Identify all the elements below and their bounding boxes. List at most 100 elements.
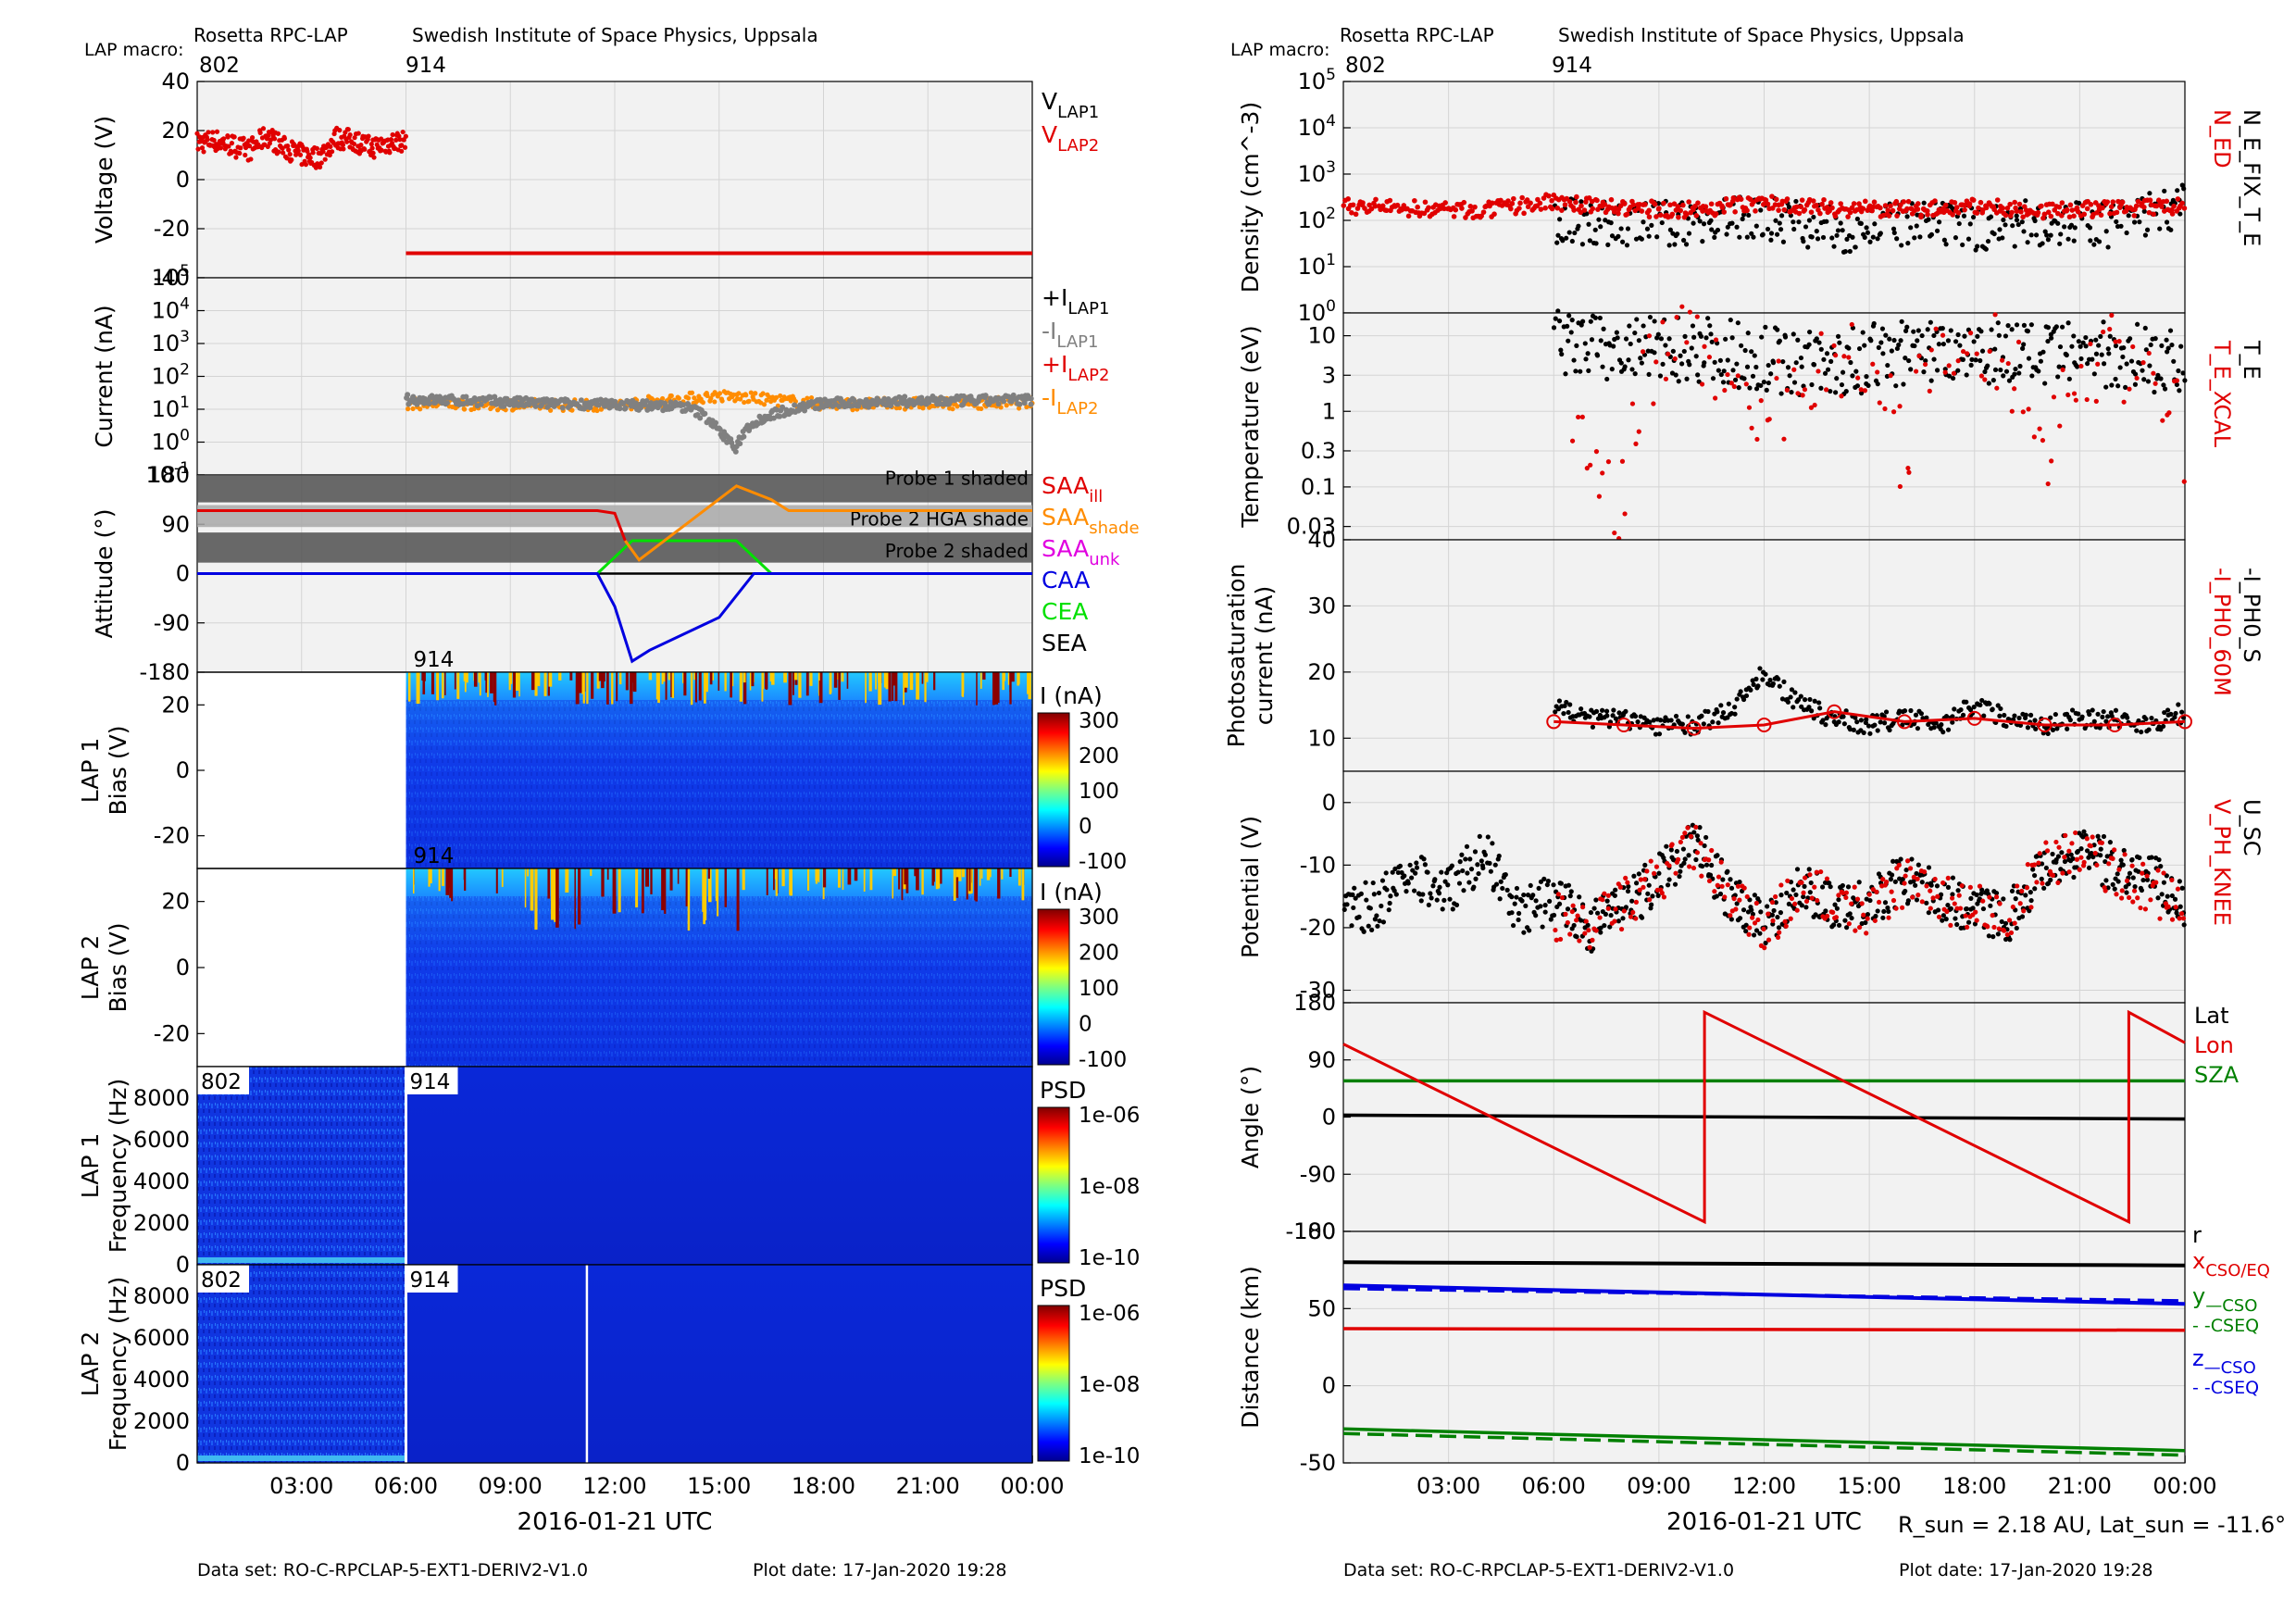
data-point: [2057, 423, 2063, 429]
data-point: [1624, 211, 1630, 218]
hot-streak: [527, 868, 530, 877]
y-tick-exp: 5: [1326, 66, 1336, 84]
data-point: [1915, 876, 1920, 881]
data-point: [1622, 511, 1628, 517]
data-point: [1654, 234, 1660, 240]
data-point: [1636, 338, 1641, 344]
data-point: [1904, 324, 1910, 330]
data-point: [1799, 903, 1804, 908]
data-point: [2031, 872, 2038, 879]
data-point: [2135, 321, 2140, 327]
data-point: [1479, 213, 1484, 219]
data-point: [1597, 915, 1603, 920]
data-point: [388, 137, 394, 143]
hot-streak: [869, 868, 873, 891]
data-point: [2056, 844, 2062, 850]
data-point: [2017, 901, 2023, 906]
data-point: [705, 393, 710, 398]
data-point: [1639, 915, 1645, 920]
hot-streak: [806, 868, 810, 891]
data-point: [1573, 199, 1578, 206]
colorbar-tick-label: 100: [1079, 780, 1119, 804]
data-point: [1547, 898, 1553, 904]
data-point: [1521, 210, 1527, 217]
data-point: [1780, 239, 1787, 244]
data-point: [2084, 836, 2090, 842]
y-tick-label: 102: [152, 361, 190, 390]
data-point: [1853, 244, 1858, 250]
data-point: [1964, 906, 1969, 912]
data-point: [1764, 387, 1769, 393]
data-point: [1994, 197, 2001, 203]
data-point: [2014, 925, 2019, 931]
data-point: [2088, 843, 2094, 849]
data-point: [369, 145, 375, 151]
data-point: [410, 394, 417, 400]
data-point: [1932, 876, 1938, 882]
hot-streak: [1009, 868, 1012, 878]
data-point: [1712, 889, 1717, 894]
data-point: [1743, 693, 1750, 699]
data-point: [1854, 719, 1860, 725]
data-point: [1867, 239, 1873, 244]
data-point: [2003, 222, 2008, 228]
data-point: [1564, 235, 1569, 241]
data-point: [2094, 862, 2100, 868]
hot-streak: [781, 868, 785, 887]
data-point: [1613, 716, 1619, 721]
data-point: [2091, 242, 2097, 247]
data-point: [1999, 918, 2004, 925]
data-point: [2175, 196, 2181, 202]
data-point: [1729, 220, 1735, 226]
data-point: [1986, 381, 1991, 386]
data-point: [1766, 911, 1771, 917]
data-point: [1979, 697, 1985, 704]
hot-streak: [536, 672, 541, 686]
data-point: [1940, 326, 1945, 331]
colorbar: [1037, 712, 1070, 868]
data-point: [1955, 210, 1962, 216]
data-point: [1862, 343, 1867, 348]
data-point: [1703, 862, 1710, 868]
data-point: [1978, 199, 1984, 206]
data-point: [1598, 925, 1603, 931]
data-point: [1566, 709, 1571, 716]
data-point: [1718, 703, 1724, 708]
data-point: [2083, 344, 2089, 349]
data-point: [1867, 897, 1873, 904]
data-point: [1758, 207, 1764, 213]
hot-streak: [1028, 672, 1031, 700]
data-point: [1800, 393, 1805, 398]
data-point: [2084, 848, 2090, 854]
data-point: [1459, 206, 1465, 211]
data-point: [1679, 304, 1685, 309]
data-point: [1450, 906, 1455, 912]
data-point: [2012, 244, 2017, 249]
legend-item: Lat: [2194, 1003, 2229, 1029]
data-point: [2130, 875, 2136, 881]
data-point: [1682, 831, 1688, 836]
data-point: [2005, 323, 2011, 329]
data-point: [2092, 850, 2098, 856]
data-point: [1613, 887, 1618, 893]
data-point: [1476, 870, 1481, 877]
data-point: [1729, 335, 1735, 341]
data-point: [1353, 211, 1359, 218]
data-point: [1961, 348, 1966, 355]
data-point: [2040, 215, 2046, 221]
data-point: [2062, 855, 2067, 860]
data-point: [2096, 239, 2103, 244]
legend-item: SZA: [2194, 1062, 2240, 1088]
data-point: [2101, 833, 2107, 840]
data-point: [2051, 394, 2057, 400]
data-point: [2179, 709, 2185, 715]
legend-sub: CSO/EQ: [2205, 1261, 2270, 1280]
data-point: [1777, 338, 1782, 344]
data-point: [1694, 833, 1700, 839]
data-point: [2059, 324, 2065, 330]
data-point: [1841, 721, 1847, 727]
data-point: [1940, 341, 1946, 347]
hot-streak: [979, 868, 981, 886]
data-point: [2124, 361, 2129, 367]
data-point: [1883, 332, 1889, 338]
